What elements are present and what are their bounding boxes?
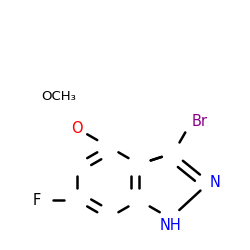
Text: F: F <box>32 193 40 208</box>
Text: N: N <box>210 175 220 190</box>
Text: Br: Br <box>192 114 208 129</box>
Text: OCH₃: OCH₃ <box>41 90 76 104</box>
Text: O: O <box>71 121 83 136</box>
Text: NH: NH <box>160 218 181 233</box>
